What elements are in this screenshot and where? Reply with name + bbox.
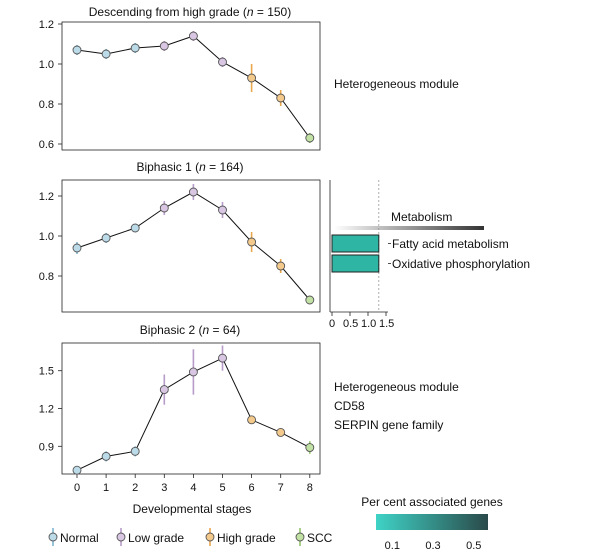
colorbar-title: Per cent associated genes bbox=[361, 495, 502, 509]
bar bbox=[331, 234, 380, 253]
x-tick-label: 7 bbox=[278, 482, 284, 494]
bar bbox=[331, 254, 380, 273]
panel-biphasic-1: Biphasic 1 (n = 164) 0.8 1.0 1.2 bbox=[39, 160, 321, 313]
data-point bbox=[72, 465, 82, 475]
legend: Normal Low grade High grade SCC bbox=[48, 528, 333, 546]
series-line bbox=[76, 191, 311, 301]
panel-pathway-bars: Metabolism 0 0.5 1.0 1.5 Fatty acid metabol… bbox=[329, 180, 530, 330]
data-point bbox=[188, 31, 198, 41]
data-point bbox=[72, 45, 82, 55]
data-point bbox=[101, 451, 111, 461]
x-tick-label: 2 bbox=[132, 482, 138, 494]
data-point bbox=[276, 427, 286, 437]
annotation-heterogeneous-module: Heterogeneous module bbox=[334, 77, 459, 91]
legend-label: Normal bbox=[60, 531, 99, 545]
panel-title: Biphasic 2 (n = 64) bbox=[140, 323, 240, 337]
colorbar-tick-label: 0.3 bbox=[425, 540, 440, 552]
bar-x-tick-label: 1.0 bbox=[361, 318, 376, 330]
data-point bbox=[305, 295, 315, 305]
data-point bbox=[159, 385, 169, 395]
data-point bbox=[188, 367, 198, 377]
panel-descending: Descending from high grade (n = 150) 0.6… bbox=[39, 5, 459, 151]
data-point bbox=[247, 73, 257, 83]
plot-frame bbox=[61, 21, 321, 151]
data-point bbox=[130, 43, 140, 53]
y-tick-label: 1.2 bbox=[39, 191, 54, 203]
data-point bbox=[305, 443, 315, 452]
group-gradient-bar bbox=[334, 226, 484, 230]
data-point bbox=[276, 93, 286, 103]
legend-label: High grade bbox=[217, 531, 276, 545]
x-tick-label: 0 bbox=[74, 482, 80, 494]
annotation-cd58: CD58 bbox=[334, 399, 365, 413]
y-tick-label: 0.8 bbox=[39, 271, 54, 283]
data-point bbox=[188, 187, 198, 197]
y-tick-label: 0.8 bbox=[39, 99, 54, 111]
data-point bbox=[276, 261, 286, 271]
data-point bbox=[101, 49, 111, 59]
data-point bbox=[72, 243, 82, 253]
colorbar-tick-label: 0.5 bbox=[466, 540, 481, 552]
y-tick-label: 1.5 bbox=[39, 366, 54, 378]
legend-label: SCC bbox=[307, 531, 333, 545]
group-label-metabolism: Metabolism bbox=[391, 210, 452, 224]
bar-category-label: Fatty acid metabolism bbox=[392, 237, 509, 251]
x-tick-label: 6 bbox=[249, 482, 255, 494]
data-point bbox=[247, 237, 257, 247]
bar-category-label: Oxidative phosphorylation bbox=[392, 257, 530, 271]
panel-title: Descending from high grade (n = 150) bbox=[89, 5, 291, 19]
data-point bbox=[101, 233, 111, 243]
bar-x-tick-label: 0.5 bbox=[343, 318, 358, 330]
data-point bbox=[130, 223, 140, 233]
y-tick-label: 1.0 bbox=[39, 59, 54, 71]
data-point bbox=[305, 133, 315, 143]
series-line bbox=[76, 35, 311, 139]
data-point bbox=[130, 446, 140, 456]
annotation-serpin: SERPIN gene family bbox=[334, 418, 443, 432]
plot-frame bbox=[61, 179, 321, 313]
annotation-heterogeneous-module: Heterogeneous module bbox=[334, 380, 459, 394]
y-tick-label: 0.6 bbox=[39, 139, 54, 151]
colorbar-tick-label: 0.1 bbox=[385, 540, 400, 552]
legend-marker bbox=[295, 532, 305, 542]
colorbar: Per cent associated genes 0.1 0.3 0.5 bbox=[361, 495, 502, 552]
colorbar-gradient bbox=[376, 514, 488, 530]
legend-marker bbox=[116, 532, 126, 542]
panel-title: Biphasic 1 (n = 164) bbox=[136, 160, 243, 174]
panel-biphasic-2: Biphasic 2 (n = 64) 0.9 1.2 1.5 0 1 2 3 4 5 6 7 8 H… bbox=[39, 323, 459, 516]
data-point bbox=[159, 41, 169, 51]
data-point bbox=[159, 203, 169, 213]
y-tick-label: 0.9 bbox=[39, 441, 54, 453]
x-tick-label: 3 bbox=[161, 482, 167, 494]
legend-marker bbox=[205, 532, 215, 542]
data-point bbox=[218, 205, 227, 215]
legend-marker bbox=[48, 532, 58, 542]
x-axis-label: Developmental stages bbox=[133, 502, 252, 516]
x-tick-label: 8 bbox=[307, 482, 313, 494]
legend-label: Low grade bbox=[128, 531, 184, 545]
bar-x-tick-label: 1.5 bbox=[379, 318, 394, 330]
y-tick-label: 1.2 bbox=[39, 19, 54, 31]
x-tick-label: 5 bbox=[219, 482, 225, 494]
y-tick-label: 1.2 bbox=[39, 404, 54, 416]
data-point bbox=[218, 353, 227, 363]
data-point bbox=[218, 57, 227, 67]
x-tick-label: 4 bbox=[190, 482, 196, 494]
y-tick-label: 1.0 bbox=[39, 231, 54, 243]
x-tick-label: 1 bbox=[103, 482, 109, 494]
plot-frame bbox=[61, 342, 321, 475]
data-point bbox=[247, 415, 257, 425]
bar-x-tick-label: 0 bbox=[329, 318, 335, 330]
